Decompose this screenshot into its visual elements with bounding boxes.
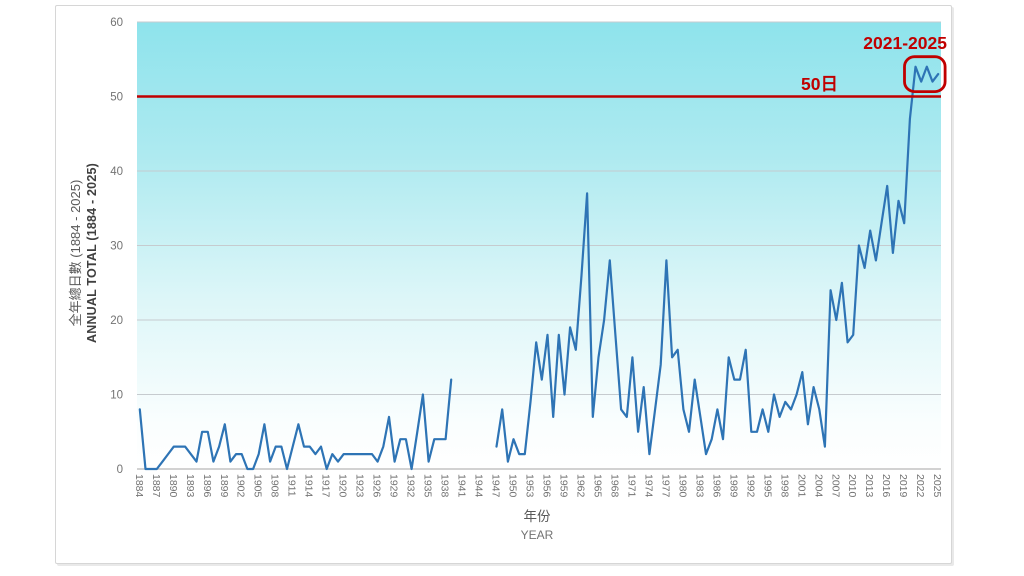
- x-tick-label-1962: 1962: [574, 474, 586, 498]
- x-tick-label-1944: 1944: [473, 474, 485, 498]
- x-tick-label-1902: 1902: [235, 474, 247, 498]
- y-tick-label-60: 60: [110, 17, 123, 29]
- highlight-circle-2021-2025: [903, 55, 947, 94]
- x-tick-label-1935: 1935: [422, 474, 434, 498]
- x-tick-label-2022: 2022: [914, 474, 926, 498]
- x-tick-label-1926: 1926: [371, 474, 383, 498]
- x-axis-title: 年份 YEAR: [477, 507, 597, 544]
- y-axis-tick-labels: 0 10 20 30 40 50 60: [110, 17, 123, 476]
- x-tick-label-2025: 2025: [931, 474, 943, 498]
- highlight-rounded-box: [903, 55, 947, 94]
- y-tick-label-30: 30: [110, 241, 123, 253]
- annual-total-series: [495, 65, 940, 463]
- x-tick-label-1923: 1923: [354, 474, 366, 498]
- x-tick-label-1908: 1908: [269, 474, 281, 498]
- x-tick-label-2001: 2001: [795, 474, 807, 498]
- x-axis-tick-labels: 1884 1887 1890 1893 1896 1899 1902 1905 1908 1911…: [133, 474, 943, 498]
- x-tick-label-2004: 2004: [812, 474, 824, 498]
- x-tick-label-1977: 1977: [659, 474, 671, 498]
- x-tick-label-1938: 1938: [439, 474, 451, 498]
- x-tick-label-1950: 1950: [507, 474, 519, 498]
- x-tick-label-1905: 1905: [252, 474, 264, 498]
- x-tick-label-1887: 1887: [150, 474, 162, 498]
- x-tick-label-1911: 1911: [286, 474, 298, 497]
- highlight-period-label: 2021-2025: [863, 33, 947, 53]
- x-tick-label-1980: 1980: [676, 474, 688, 498]
- x-tick-label-1998: 1998: [778, 474, 790, 498]
- x-tick-label-1929: 1929: [388, 474, 400, 498]
- x-tick-label-1941: 1941: [456, 474, 468, 498]
- gridlines: [137, 21, 941, 470]
- x-tick-label-1989: 1989: [727, 474, 739, 498]
- x-tick-label-2016: 2016: [880, 474, 892, 498]
- x-tick-label-1986: 1986: [710, 474, 722, 498]
- y-axis-title-zh: 全年總日數 (1884 - 2025): [68, 179, 83, 327]
- x-tick-label-2019: 2019: [897, 474, 909, 498]
- x-tick-label-2010: 2010: [846, 474, 858, 498]
- x-tick-label-1896: 1896: [201, 474, 213, 498]
- x-tick-label-1959: 1959: [557, 474, 569, 498]
- x-tick-label-1890: 1890: [167, 474, 179, 498]
- x-axis-title-zh: 年份: [523, 509, 551, 524]
- x-tick-label-1953: 1953: [524, 474, 536, 498]
- y-axis-title: 全年總日數 (1884 - 2025) ANNUAL TOTAL (1884 -…: [68, 123, 102, 383]
- annual-total-series: [138, 378, 453, 471]
- x-tick-label-1956: 1956: [540, 474, 552, 498]
- x-tick-label-1884: 1884: [133, 474, 145, 498]
- x-tick-label-2007: 2007: [829, 474, 841, 498]
- x-tick-label-1932: 1932: [405, 474, 417, 498]
- data-line: [138, 65, 940, 471]
- threshold-label: 50日: [801, 74, 838, 94]
- y-tick-label-40: 40: [110, 166, 123, 178]
- x-tick-label-1974: 1974: [642, 474, 654, 498]
- x-tick-label-1971: 1971: [625, 474, 637, 498]
- x-tick-label-1917: 1917: [320, 474, 332, 498]
- y-tick-label-10: 10: [110, 390, 123, 402]
- x-tick-label-1968: 1968: [608, 474, 620, 498]
- x-tick-label-1965: 1965: [591, 474, 603, 498]
- y-tick-label-50: 50: [110, 92, 123, 104]
- y-tick-label-20: 20: [110, 315, 123, 327]
- x-tick-label-1920: 1920: [337, 474, 349, 498]
- x-tick-label-1983: 1983: [693, 474, 705, 498]
- x-tick-label-1893: 1893: [184, 474, 196, 498]
- y-tick-label-0: 0: [117, 464, 123, 476]
- x-tick-label-1914: 1914: [303, 474, 315, 498]
- x-tick-label-1947: 1947: [490, 474, 502, 498]
- x-tick-label-1992: 1992: [744, 474, 756, 498]
- x-tick-label-2013: 2013: [863, 474, 875, 498]
- x-tick-label-1899: 1899: [218, 474, 230, 498]
- x-axis-title-en: YEAR: [520, 528, 554, 542]
- x-tick-label-1995: 1995: [761, 474, 773, 498]
- y-axis-title-en: ANNUAL TOTAL (1884 - 2025): [85, 162, 99, 344]
